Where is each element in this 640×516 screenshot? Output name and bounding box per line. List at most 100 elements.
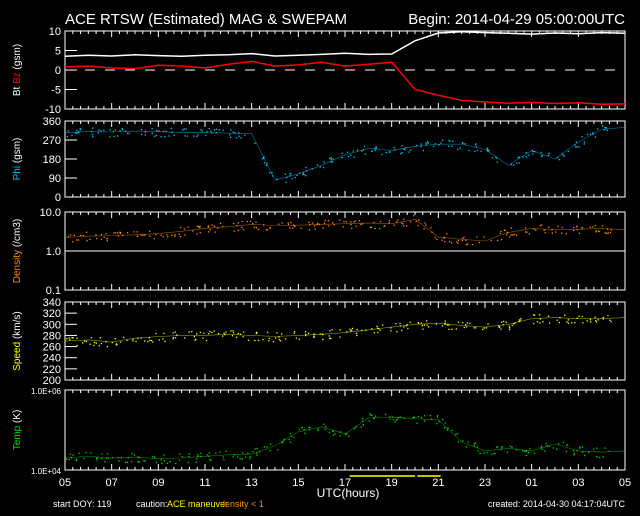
data-point (589, 133, 592, 135)
data-point (328, 225, 330, 227)
data-point (170, 127, 172, 130)
data-point (155, 461, 158, 463)
data-point (332, 158, 334, 160)
density-legend: density < 1 (220, 499, 264, 509)
data-point (420, 322, 422, 324)
data-point (211, 132, 213, 134)
data-point (255, 332, 257, 335)
data-point (82, 235, 84, 237)
data-point (601, 225, 604, 227)
data-point (430, 227, 432, 229)
data-point (192, 230, 194, 232)
data-point (292, 227, 294, 229)
data-point (147, 340, 149, 343)
data-point (125, 130, 127, 132)
data-point (512, 234, 514, 236)
data-point (179, 453, 181, 455)
data-point (249, 220, 252, 223)
data-point (199, 331, 202, 334)
y-tick-label: 220 (43, 364, 61, 376)
data-point (355, 426, 357, 428)
data-point (254, 142, 256, 144)
data-point (535, 229, 537, 231)
data-point (594, 316, 596, 318)
data-point (514, 322, 516, 324)
data-point (305, 333, 307, 335)
data-point (609, 231, 612, 234)
data-point (138, 456, 140, 459)
data-point (361, 329, 363, 332)
data-point (581, 228, 583, 230)
data-point (346, 331, 348, 333)
data-point (300, 227, 302, 229)
data-point (211, 224, 213, 226)
data-point (256, 454, 258, 456)
data-point (360, 426, 362, 428)
data-point (187, 461, 189, 464)
data-point (68, 458, 70, 461)
data-point (500, 328, 502, 330)
data-point (345, 221, 347, 223)
data-point (328, 431, 331, 434)
data-point (144, 340, 146, 342)
data-point (323, 161, 325, 163)
data-point (305, 170, 308, 172)
data-point (304, 331, 307, 333)
data-point (257, 339, 260, 342)
data-point (75, 459, 77, 462)
data-point (578, 146, 580, 148)
data-point (346, 432, 348, 435)
data-point (544, 232, 546, 234)
data-point (573, 452, 575, 455)
y-axis-label-part: Speed (12, 342, 23, 371)
data-point (594, 225, 596, 227)
data-point (405, 325, 408, 327)
data-point (388, 151, 391, 153)
x-tick-label: 07 (106, 477, 118, 489)
data-point (81, 342, 84, 344)
data-point (475, 327, 477, 329)
data-point (235, 137, 238, 139)
x-tick-label: 21 (432, 477, 444, 489)
data-point (223, 332, 225, 335)
data-point (578, 315, 580, 317)
data-point (436, 238, 438, 241)
data-point (171, 234, 173, 236)
data-point (416, 422, 418, 424)
data-point (288, 438, 290, 441)
data-point (557, 157, 559, 159)
data-point (124, 461, 127, 464)
data-point (197, 226, 200, 228)
data-point (375, 415, 377, 417)
data-point (117, 232, 119, 234)
data-point (581, 136, 583, 138)
data-point (280, 333, 283, 335)
data-point (85, 340, 88, 343)
data-point (210, 130, 212, 133)
data-point (277, 449, 279, 451)
data-point (302, 172, 305, 174)
data-point (328, 335, 330, 337)
data-point (593, 448, 595, 450)
data-point (528, 154, 530, 156)
data-point (491, 157, 494, 159)
data-point (233, 230, 235, 232)
data-point (184, 337, 186, 339)
data-point (448, 240, 451, 243)
data-point (206, 131, 208, 133)
data-point (309, 426, 311, 429)
y-axis-label: Bt Bz (gsm) (12, 44, 23, 96)
data-point (86, 231, 88, 233)
data-point (222, 335, 224, 337)
data-point (480, 150, 482, 153)
data-point (180, 226, 182, 229)
data-point (76, 337, 78, 339)
data-point (149, 230, 151, 233)
data-point (166, 462, 169, 465)
data-point (597, 319, 599, 321)
data-point (431, 231, 433, 233)
data-point (596, 128, 599, 130)
data-point (317, 428, 319, 430)
data-point (394, 149, 396, 151)
data-point (512, 164, 515, 166)
